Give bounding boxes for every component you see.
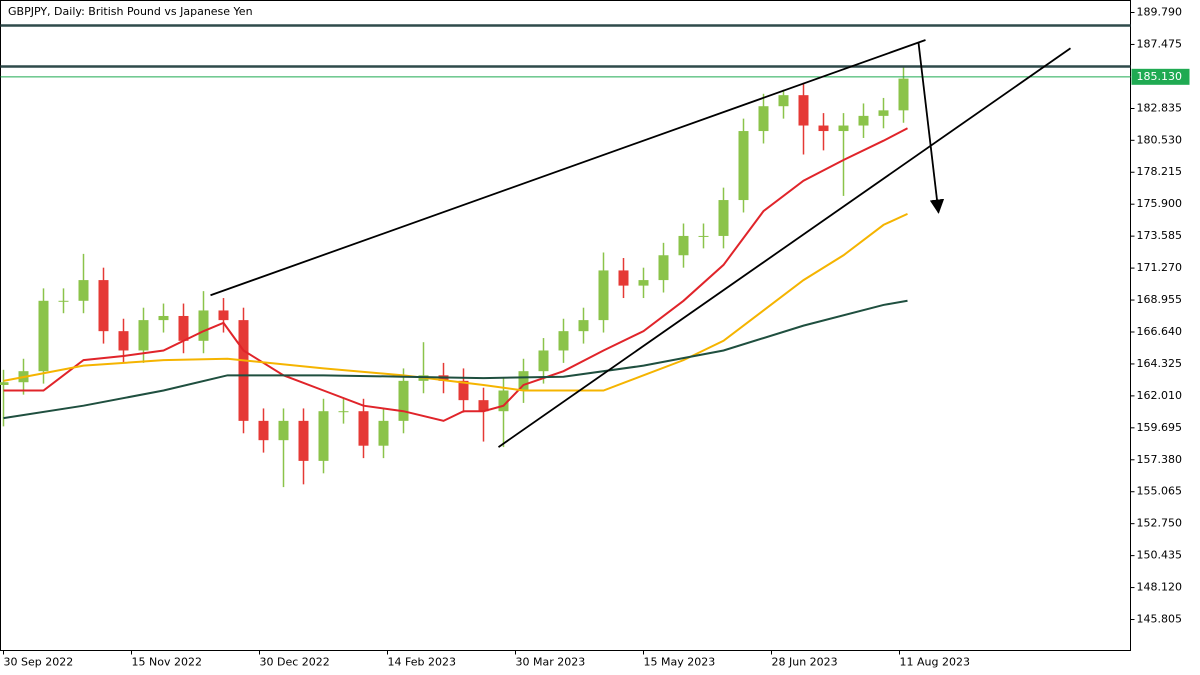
candle-body [638, 280, 649, 286]
moving-average [3, 299, 908, 420]
candle-body [358, 411, 369, 446]
x-tick-label: 30 Sep 2022 [4, 656, 74, 669]
candle-body [38, 300, 49, 372]
moving-average [3, 127, 908, 422]
candle-body [758, 106, 769, 132]
candle-body [378, 420, 389, 446]
candle-body [778, 95, 789, 107]
candle-body [798, 95, 809, 126]
x-tick-label: 15 Nov 2022 [132, 656, 202, 669]
candle-body [58, 300, 69, 302]
candle-body [98, 280, 109, 332]
y-tick-label: 159.695 [1137, 421, 1183, 434]
candle-body [898, 78, 909, 111]
candle-body [678, 235, 689, 256]
candle-body [698, 235, 709, 237]
y-tick-label: 145.805 [1137, 613, 1183, 626]
candle-body [878, 110, 889, 116]
candle-body [118, 331, 129, 351]
candle-body [0, 382, 9, 385]
candle-body [578, 320, 589, 332]
y-tick-label: 150.435 [1137, 549, 1183, 562]
candle-body [198, 310, 209, 341]
candle-body [318, 411, 329, 461]
trend-line [210, 39, 926, 297]
x-tick-label: 28 Jun 2023 [772, 656, 838, 669]
candle-body [218, 310, 229, 321]
candle-body [258, 420, 269, 441]
candle-body [178, 315, 189, 341]
candle-body [618, 270, 629, 286]
y-tick-label: 175.900 [1137, 197, 1183, 210]
candle-body [78, 280, 89, 301]
candle-body [238, 320, 249, 421]
x-tick-label: 30 Dec 2022 [260, 656, 330, 669]
candle-body [558, 331, 569, 351]
chart-title: GBPJPY, Daily: British Pound vs Japanese… [8, 5, 253, 18]
y-tick-label: 152.750 [1137, 517, 1183, 530]
candle-body [278, 420, 289, 441]
y-tick-label: 168.955 [1137, 293, 1183, 306]
candle-body [458, 380, 469, 401]
y-tick-label: 148.120 [1137, 581, 1183, 594]
y-tick-label: 166.640 [1137, 325, 1183, 338]
y-tick-label: 189.790 [1137, 6, 1183, 19]
candle-body [658, 255, 669, 281]
x-tick-label: 11 Aug 2023 [900, 656, 970, 669]
candle-body [858, 115, 869, 126]
y-tick-label: 157.380 [1137, 453, 1183, 466]
current-price-box [1131, 68, 1190, 85]
y-tick-label: 164.325 [1137, 357, 1183, 370]
candle-body [498, 390, 509, 412]
candle-body [398, 380, 409, 421]
candle-body [738, 131, 749, 201]
candle-body [478, 400, 489, 412]
arrow [917, 42, 945, 214]
plot-frame [0, 0, 1131, 651]
moving-average [3, 212, 908, 392]
candle-body [138, 320, 149, 351]
x-tick-label: 14 Feb 2023 [388, 656, 456, 669]
y-tick-label: 173.585 [1137, 229, 1183, 242]
y-tick-label: 187.475 [1137, 37, 1183, 50]
candle-body [298, 420, 309, 461]
y-tick-label: 178.215 [1137, 165, 1183, 178]
y-tick-label: 182.835 [1137, 101, 1183, 114]
candle-body [338, 411, 349, 413]
candle-body [518, 371, 529, 391]
x-tick-label: 30 Mar 2023 [516, 656, 586, 669]
candle-body [598, 270, 609, 321]
trend-line [497, 47, 1072, 448]
candle-body [718, 200, 729, 236]
candle-body [538, 350, 549, 372]
y-tick-label: 155.065 [1137, 485, 1183, 498]
x-tick-label: 15 May 2023 [644, 656, 716, 669]
candle-body [838, 125, 849, 132]
y-tick-label: 162.010 [1137, 389, 1183, 402]
y-tick-label: 171.270 [1137, 261, 1183, 274]
current-price-label: 185.130 [1137, 70, 1183, 83]
candle-body [818, 125, 829, 132]
candle-body [158, 315, 169, 321]
y-tick-label: 180.530 [1137, 133, 1183, 146]
